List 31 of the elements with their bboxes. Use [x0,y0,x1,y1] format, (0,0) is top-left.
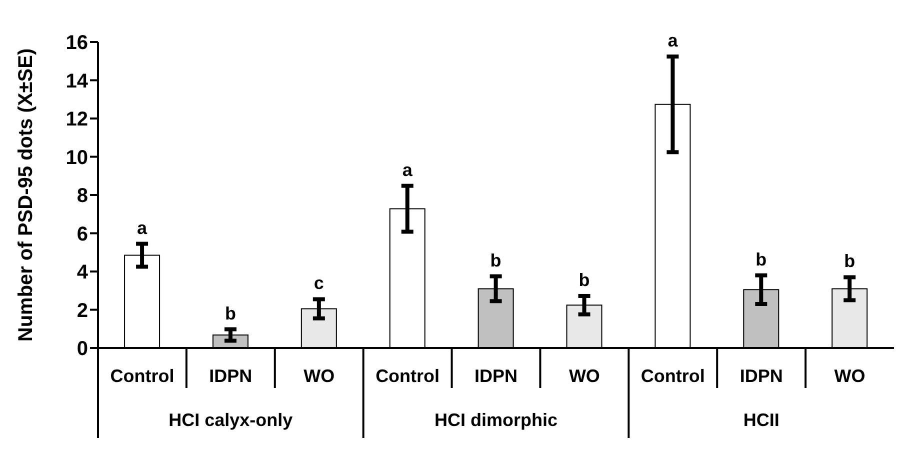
x-tick-label: WO [304,366,335,386]
y-tick-label: 6 [76,223,88,246]
x-tick-label: Control [640,366,705,386]
data-label: a [137,218,148,238]
x-tick-label: IDPN [474,366,518,386]
x-tick-label: Control [376,366,440,386]
x-tick-label: IDPN [209,366,252,386]
data-label: b [756,249,767,270]
text: HCI calyx-only [168,410,293,430]
data-label: c [314,273,324,294]
x-tick-label: Control [110,366,174,386]
x-tick-label: IDPN [740,366,783,386]
y-tick-label: 4 [76,262,89,284]
y-tick-label: 2 [76,300,88,322]
text: HCII [743,410,780,430]
y-tick-label: 16 [66,32,88,54]
y-axis-title: Number of PSD-95 dots (X±SE) [15,48,38,342]
data-label: b [844,251,856,272]
y-tick-label: 10 [66,146,88,169]
text: HCI dimorphic [434,410,558,430]
x-tick-label: WO [568,366,600,386]
data-label: b [224,303,236,324]
y-tick-label: 14 [66,70,89,92]
data-label: a [668,30,679,51]
y-tick-label: 0 [76,338,88,360]
x-tick-label: WO [834,366,866,386]
y-tick-label: 8 [76,185,88,208]
y-tick-label: 12 [66,108,88,131]
data-label: a [402,160,414,180]
data-label: b [490,250,502,270]
data-label: b [578,270,590,290]
